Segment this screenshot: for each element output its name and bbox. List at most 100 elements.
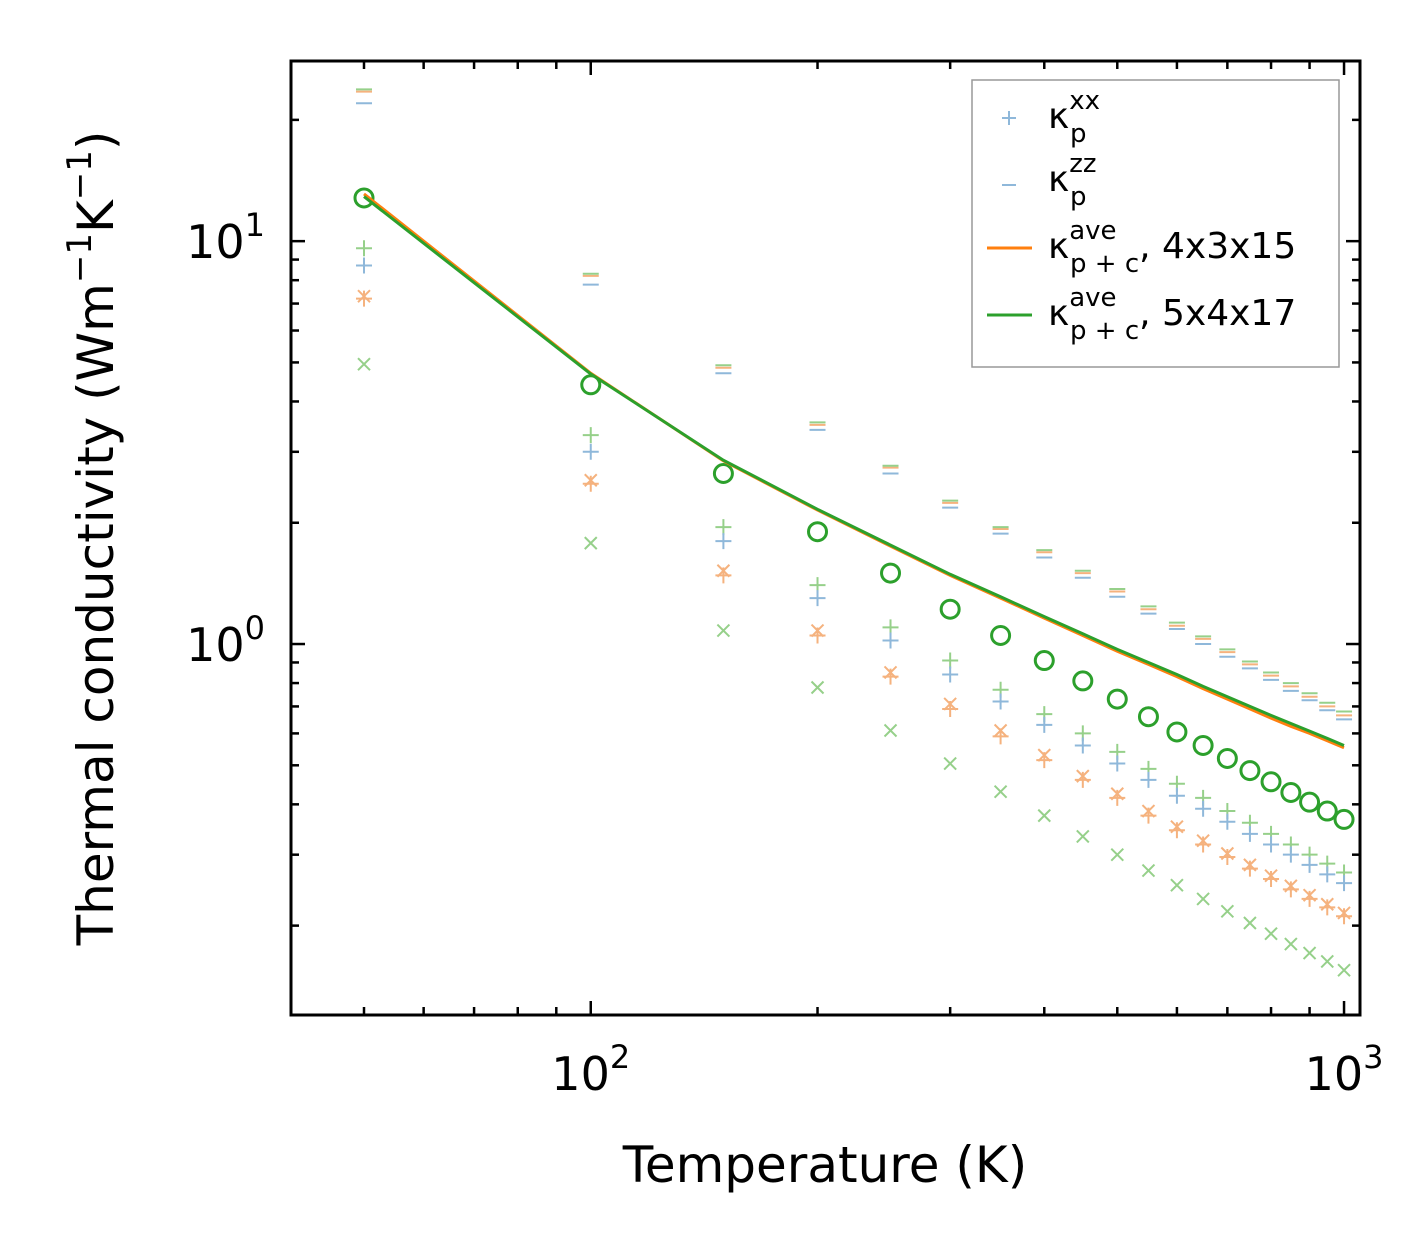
data-point <box>1301 890 1318 907</box>
data-point <box>1170 878 1184 892</box>
data-point <box>1137 706 1159 728</box>
x-axis-label: Temperature (K) <box>622 1136 1027 1194</box>
data-point <box>1282 881 1299 898</box>
data-point <box>1336 908 1353 925</box>
series-circle-2ca02c <box>353 187 1355 830</box>
data-point <box>1074 737 1091 754</box>
y-axis-label-main: Thermal conductivity (Wm <box>67 283 125 946</box>
y-axis-label-k: K <box>67 199 125 233</box>
series-plus-f5b27e <box>356 290 1353 925</box>
y-tick-label: 100 <box>186 609 265 672</box>
data-point <box>992 693 1009 710</box>
y-axis-label-close: ) <box>67 131 125 151</box>
plot-frame <box>289 59 1362 1017</box>
data-point <box>1336 875 1353 892</box>
data-point <box>1239 760 1261 782</box>
data-point <box>353 187 375 209</box>
data-point <box>356 290 372 307</box>
data-point <box>1264 926 1278 941</box>
data-point <box>993 723 1008 738</box>
series-minus-f5b27e <box>356 90 1353 717</box>
legend-entry: κxx p <box>1002 86 1100 149</box>
data-point <box>715 519 732 536</box>
data-point <box>1195 800 1212 817</box>
data-point <box>942 652 959 669</box>
data-point <box>1284 879 1298 893</box>
y-axis-label-exp1: −1 <box>60 233 100 283</box>
data-point <box>1166 721 1188 743</box>
legend-box <box>971 79 1340 368</box>
data-point <box>582 475 599 492</box>
data-point <box>1074 771 1091 788</box>
data-point <box>939 598 961 620</box>
data-point <box>1263 836 1280 853</box>
data-point <box>357 357 371 371</box>
data-point <box>1170 820 1184 834</box>
data-point <box>582 427 599 444</box>
data-point <box>712 463 734 485</box>
data-point <box>1337 963 1351 977</box>
series-minus-8fb8da <box>356 102 1353 721</box>
chart-lines <box>363 192 1345 750</box>
data-point <box>1168 822 1185 839</box>
data-point <box>1196 892 1210 906</box>
data-point <box>1109 755 1126 772</box>
data-point <box>880 562 902 584</box>
data-point <box>584 536 598 550</box>
data-point <box>1241 860 1258 877</box>
chart-marks <box>353 88 1355 977</box>
series-line <box>363 195 1345 747</box>
data-point <box>1109 789 1126 806</box>
data-point <box>1037 808 1051 823</box>
data-point <box>990 624 1012 646</box>
svg-text:Thermal conductivity (Wm−1K−1): Thermal conductivity (Wm−1K−1) <box>60 131 125 947</box>
series-minus-96d08a <box>356 88 1353 713</box>
x-tick-label: 102 <box>551 1038 630 1101</box>
data-point <box>1337 906 1351 920</box>
data-point <box>1196 833 1210 848</box>
data-point <box>1216 747 1238 769</box>
data-point <box>1168 787 1185 804</box>
y-tick-label: 101 <box>186 206 265 269</box>
data-point <box>1320 897 1334 911</box>
data-point <box>1192 734 1214 756</box>
data-point <box>356 257 372 274</box>
data-point <box>1319 899 1336 916</box>
legend-entry: κave p + c, 5x4x17 <box>987 283 1296 346</box>
axis-ticks <box>289 61 1360 1015</box>
data-point <box>1264 869 1278 883</box>
data-point <box>716 623 731 638</box>
data-point <box>1076 769 1090 783</box>
data-point <box>883 665 898 680</box>
data-point <box>1260 771 1282 793</box>
data-point <box>882 632 899 649</box>
data-point <box>1141 804 1156 818</box>
series-plus-8fb8da <box>356 257 1353 892</box>
x-tick-label: 103 <box>1305 1038 1384 1101</box>
series-x-96d08a <box>357 357 1351 977</box>
data-point <box>1072 670 1094 692</box>
legend-label: κave p + c, 5x4x17 <box>1048 283 1296 346</box>
data-point <box>1316 800 1338 822</box>
data-point <box>810 623 825 638</box>
data-point <box>580 374 602 396</box>
data-point <box>1140 771 1157 788</box>
data-point <box>1284 937 1298 951</box>
data-point <box>809 590 826 607</box>
data-point <box>810 680 825 695</box>
data-point <box>1333 808 1355 830</box>
data-point <box>943 756 957 771</box>
data-point <box>1241 825 1258 842</box>
data-point <box>1243 858 1257 872</box>
legend-entry: κave p + c, 4x3x15 <box>987 216 1296 279</box>
legend-swatch <box>1002 111 1016 125</box>
data-point <box>1301 856 1318 873</box>
data-point <box>1036 716 1053 733</box>
data-point <box>1302 888 1317 902</box>
data-point <box>356 240 372 257</box>
data-point <box>883 723 898 738</box>
data-point <box>1033 650 1055 672</box>
data-point <box>993 784 1008 799</box>
data-point <box>1220 904 1235 919</box>
data-point <box>1299 791 1321 813</box>
